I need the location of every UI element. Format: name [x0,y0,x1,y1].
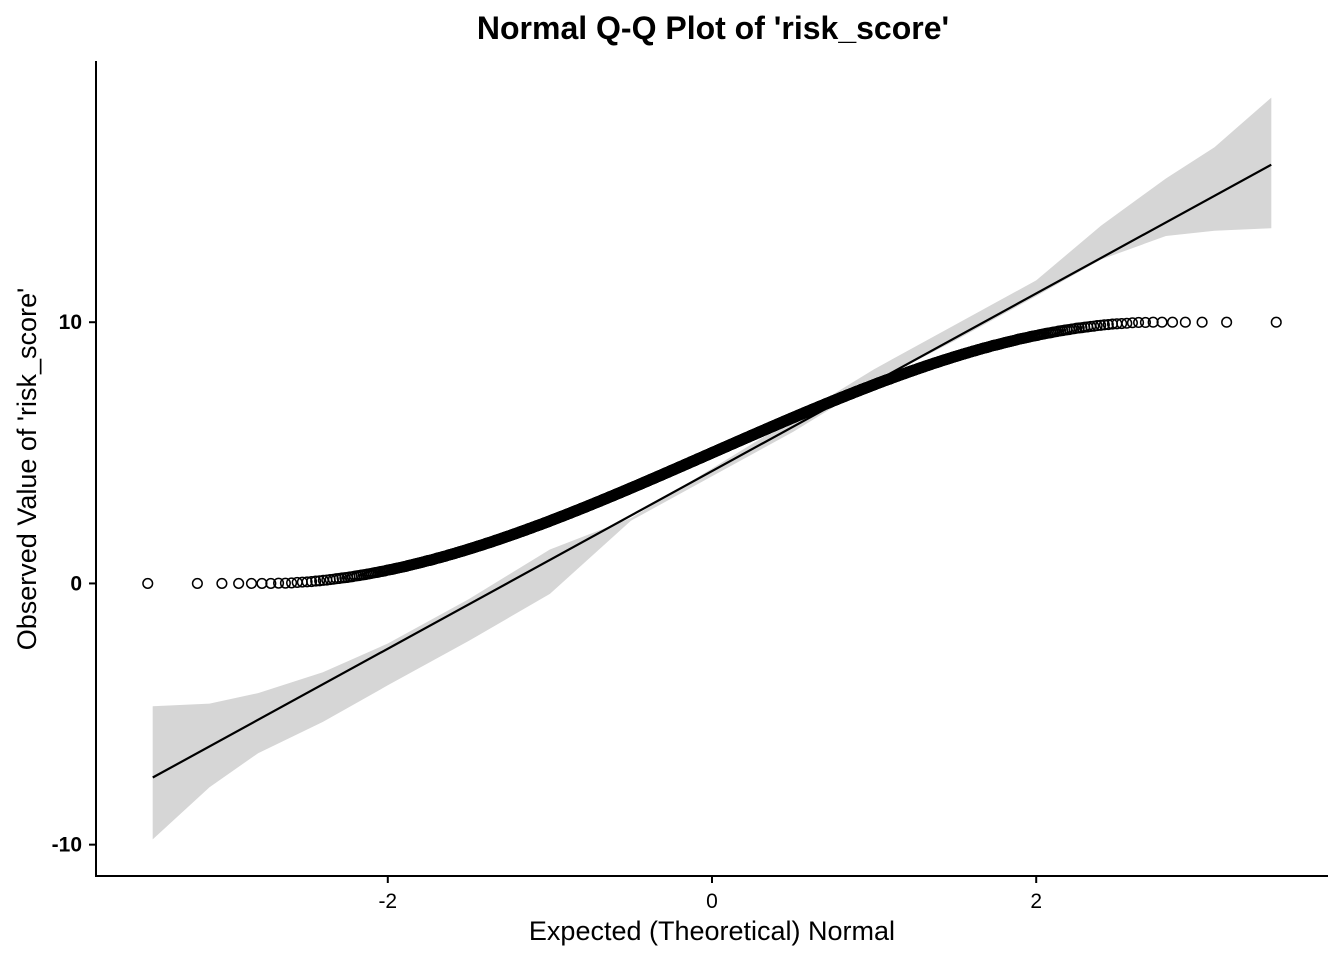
sample-point [1102,319,1114,331]
confidence-band-layer [152,97,1272,840]
confidence-band [152,97,1272,840]
x-tick-label: 0 [706,890,718,913]
y-ticks: -10 0 10 [52,311,96,857]
sample-point [1270,316,1282,328]
sample-point [1121,317,1133,329]
sample-point [310,575,322,587]
sample-point [1156,316,1168,328]
sample-point [1179,316,1191,328]
reference-line-layer [152,163,1272,779]
y-tick-label: -10 [52,834,82,857]
sample-point [1221,316,1233,328]
y-tick-label: 0 [70,572,82,595]
axes-layer [95,61,1328,877]
sample-point [233,577,245,589]
sample-point [306,576,318,588]
sample-point [286,577,298,589]
sample-point [1098,319,1110,331]
sample-point [279,577,291,589]
sample-point [216,577,228,589]
sample-point [1091,320,1103,332]
sample-point [1126,317,1138,329]
sample-point [301,576,313,588]
sample-point [1116,317,1128,330]
sample-point [1133,316,1145,329]
y-tick-label: 10 [59,311,82,334]
sample-points-layer [142,316,1282,589]
sample-point [142,577,154,589]
sample-point [314,575,326,587]
sample-point [1139,316,1151,329]
sample-point [191,577,203,589]
sample-point [245,577,258,589]
y-axis-label: Observed Value of 'risk_score' [12,288,42,650]
reference-line [152,163,1272,779]
sample-point [273,577,285,589]
sample-point [265,577,277,589]
x-tick-label: -2 [378,890,397,913]
sample-point [1196,316,1208,328]
x-axis-label: Expected (Theoretical) Normal [529,916,895,946]
x-tick-label: 2 [1030,890,1042,913]
sample-point [1166,316,1179,328]
sample-point [1095,319,1107,331]
chart-title: Normal Q-Q Plot of 'risk_score' [477,10,949,46]
x-ticks: -2 0 2 [378,876,1042,913]
